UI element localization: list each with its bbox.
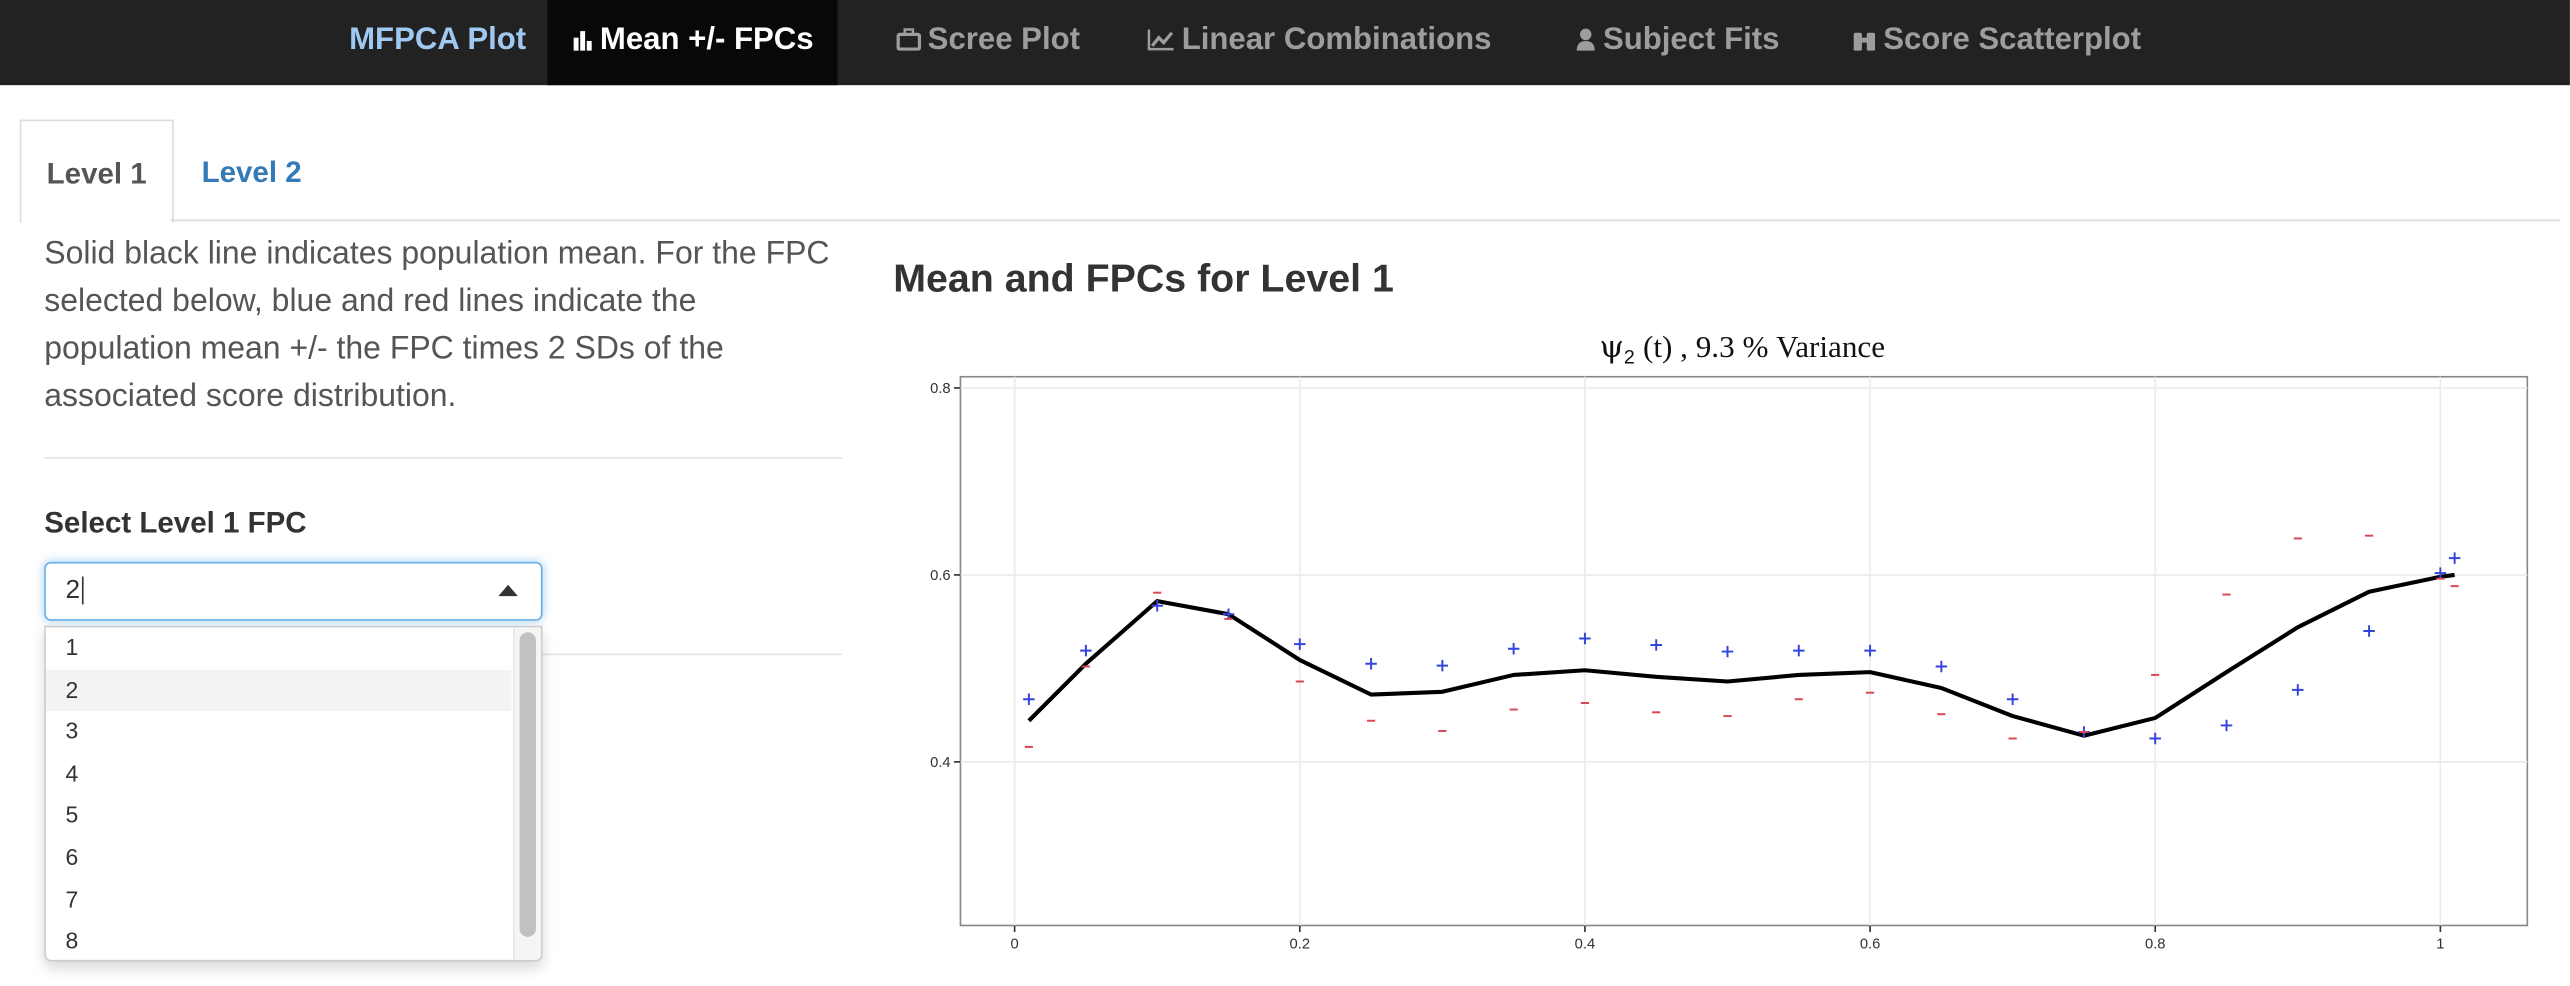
navbar: MFPCA Plot Mean +/- FPCs Scree Plot Line… <box>0 0 2570 86</box>
mean-line <box>1027 572 2455 738</box>
dropdown-option[interactable]: 6 <box>65 843 79 870</box>
chart-heading: Mean and FPCs for Level 1 <box>893 257 1394 302</box>
plus-marker <box>2434 567 2447 579</box>
dropdown-option[interactable]: 1 <box>65 633 79 661</box>
nav-item[interactable]: Scree Plot <box>896 0 1080 85</box>
x-tick-label: 0 <box>1011 936 1019 952</box>
select-input[interactable]: 2 <box>44 561 543 621</box>
nav-label: Subject Fits <box>1602 22 1780 58</box>
plus-marker <box>1650 639 1662 651</box>
caret <box>498 584 518 597</box>
plus-marker <box>2292 684 2304 696</box>
plus-marker <box>1935 660 1948 673</box>
icon <box>896 28 922 51</box>
dropdown: 1 2 3 4 5 6 7 8 <box>44 625 543 962</box>
x-tick-label: 0.4 <box>1575 936 1595 952</box>
plot-area <box>959 375 2529 927</box>
select-value: 2 <box>65 576 84 605</box>
plus-marker <box>1579 632 1591 645</box>
nav-item[interactable]: Mean +/- FPCs <box>547 0 839 86</box>
scrollbar-thumb[interactable] <box>519 632 536 937</box>
description: Solid black line indicates population me… <box>44 235 830 415</box>
x-tick-label: 1 <box>2436 936 2444 952</box>
select-label: Select Level 1 FPC <box>44 506 307 539</box>
plus-marker <box>1365 657 1377 670</box>
tab[interactable]: Level 2 <box>201 155 302 189</box>
x-tick-label: 0.8 <box>2145 936 2165 952</box>
icon <box>1853 32 1876 51</box>
icon <box>1147 29 1174 51</box>
plus-marker <box>2220 719 2233 732</box>
plus-marker <box>1793 644 1805 657</box>
y-tick-label: 0.6 <box>930 568 950 584</box>
nav-item[interactable]: Subject Fits <box>1575 0 1779 85</box>
icon <box>573 31 592 51</box>
plus-marker <box>1864 644 1876 657</box>
plus-marker <box>2448 552 2461 564</box>
plus-marker <box>1023 693 1035 705</box>
nav-label: Mean +/- FPCs <box>599 22 814 58</box>
plus-marker <box>1721 645 1734 658</box>
dropdown-option[interactable]: 5 <box>65 801 79 828</box>
tab-border <box>170 219 2561 222</box>
plus-marker <box>1151 600 1163 612</box>
tab[interactable]: Level 1 <box>19 119 174 223</box>
divider <box>44 457 843 459</box>
nav-brand[interactable]: MFPCA Plot <box>349 22 527 58</box>
nav-item[interactable]: Score Scatterplot <box>1852 0 2141 85</box>
title-symbol: ψ <box>1599 329 1623 365</box>
icon <box>1576 28 1595 51</box>
x-tick-label: 0.6 <box>1860 936 1880 952</box>
plus-marker <box>1080 644 1092 657</box>
y-tick-label: 0.4 <box>930 755 950 771</box>
plus-marker <box>1294 638 1306 650</box>
plus-marker <box>2149 732 2161 745</box>
y-tick-label: 0.8 <box>930 381 950 397</box>
nav-label: Linear Combinations <box>1181 22 1492 58</box>
plus-marker <box>1436 659 1449 672</box>
dropdown-option[interactable]: 2 <box>45 669 512 712</box>
plus-marker <box>2006 693 2019 705</box>
plus-marker <box>1507 643 1520 655</box>
dropdown-option[interactable]: 4 <box>65 759 79 786</box>
nav-label: Scree Plot <box>927 22 1080 58</box>
title-text: (t) , 9.3 % Variance <box>1643 329 1885 364</box>
nav-item[interactable]: Linear Combinations <box>1147 0 1491 85</box>
dropdown-option[interactable]: 3 <box>65 717 79 744</box>
dropdown-option[interactable]: 7 <box>65 885 79 912</box>
x-tick-label: 0.2 <box>1290 936 1310 952</box>
title-subscript: 2 <box>1624 347 1635 369</box>
chart-title: ψ2 (t) , 9.3 % Variance <box>1599 329 1885 369</box>
dropdown-option[interactable]: 8 <box>65 927 79 954</box>
nav-label: Score Scatterplot <box>1883 22 2142 58</box>
plus-marker <box>2363 625 2375 637</box>
